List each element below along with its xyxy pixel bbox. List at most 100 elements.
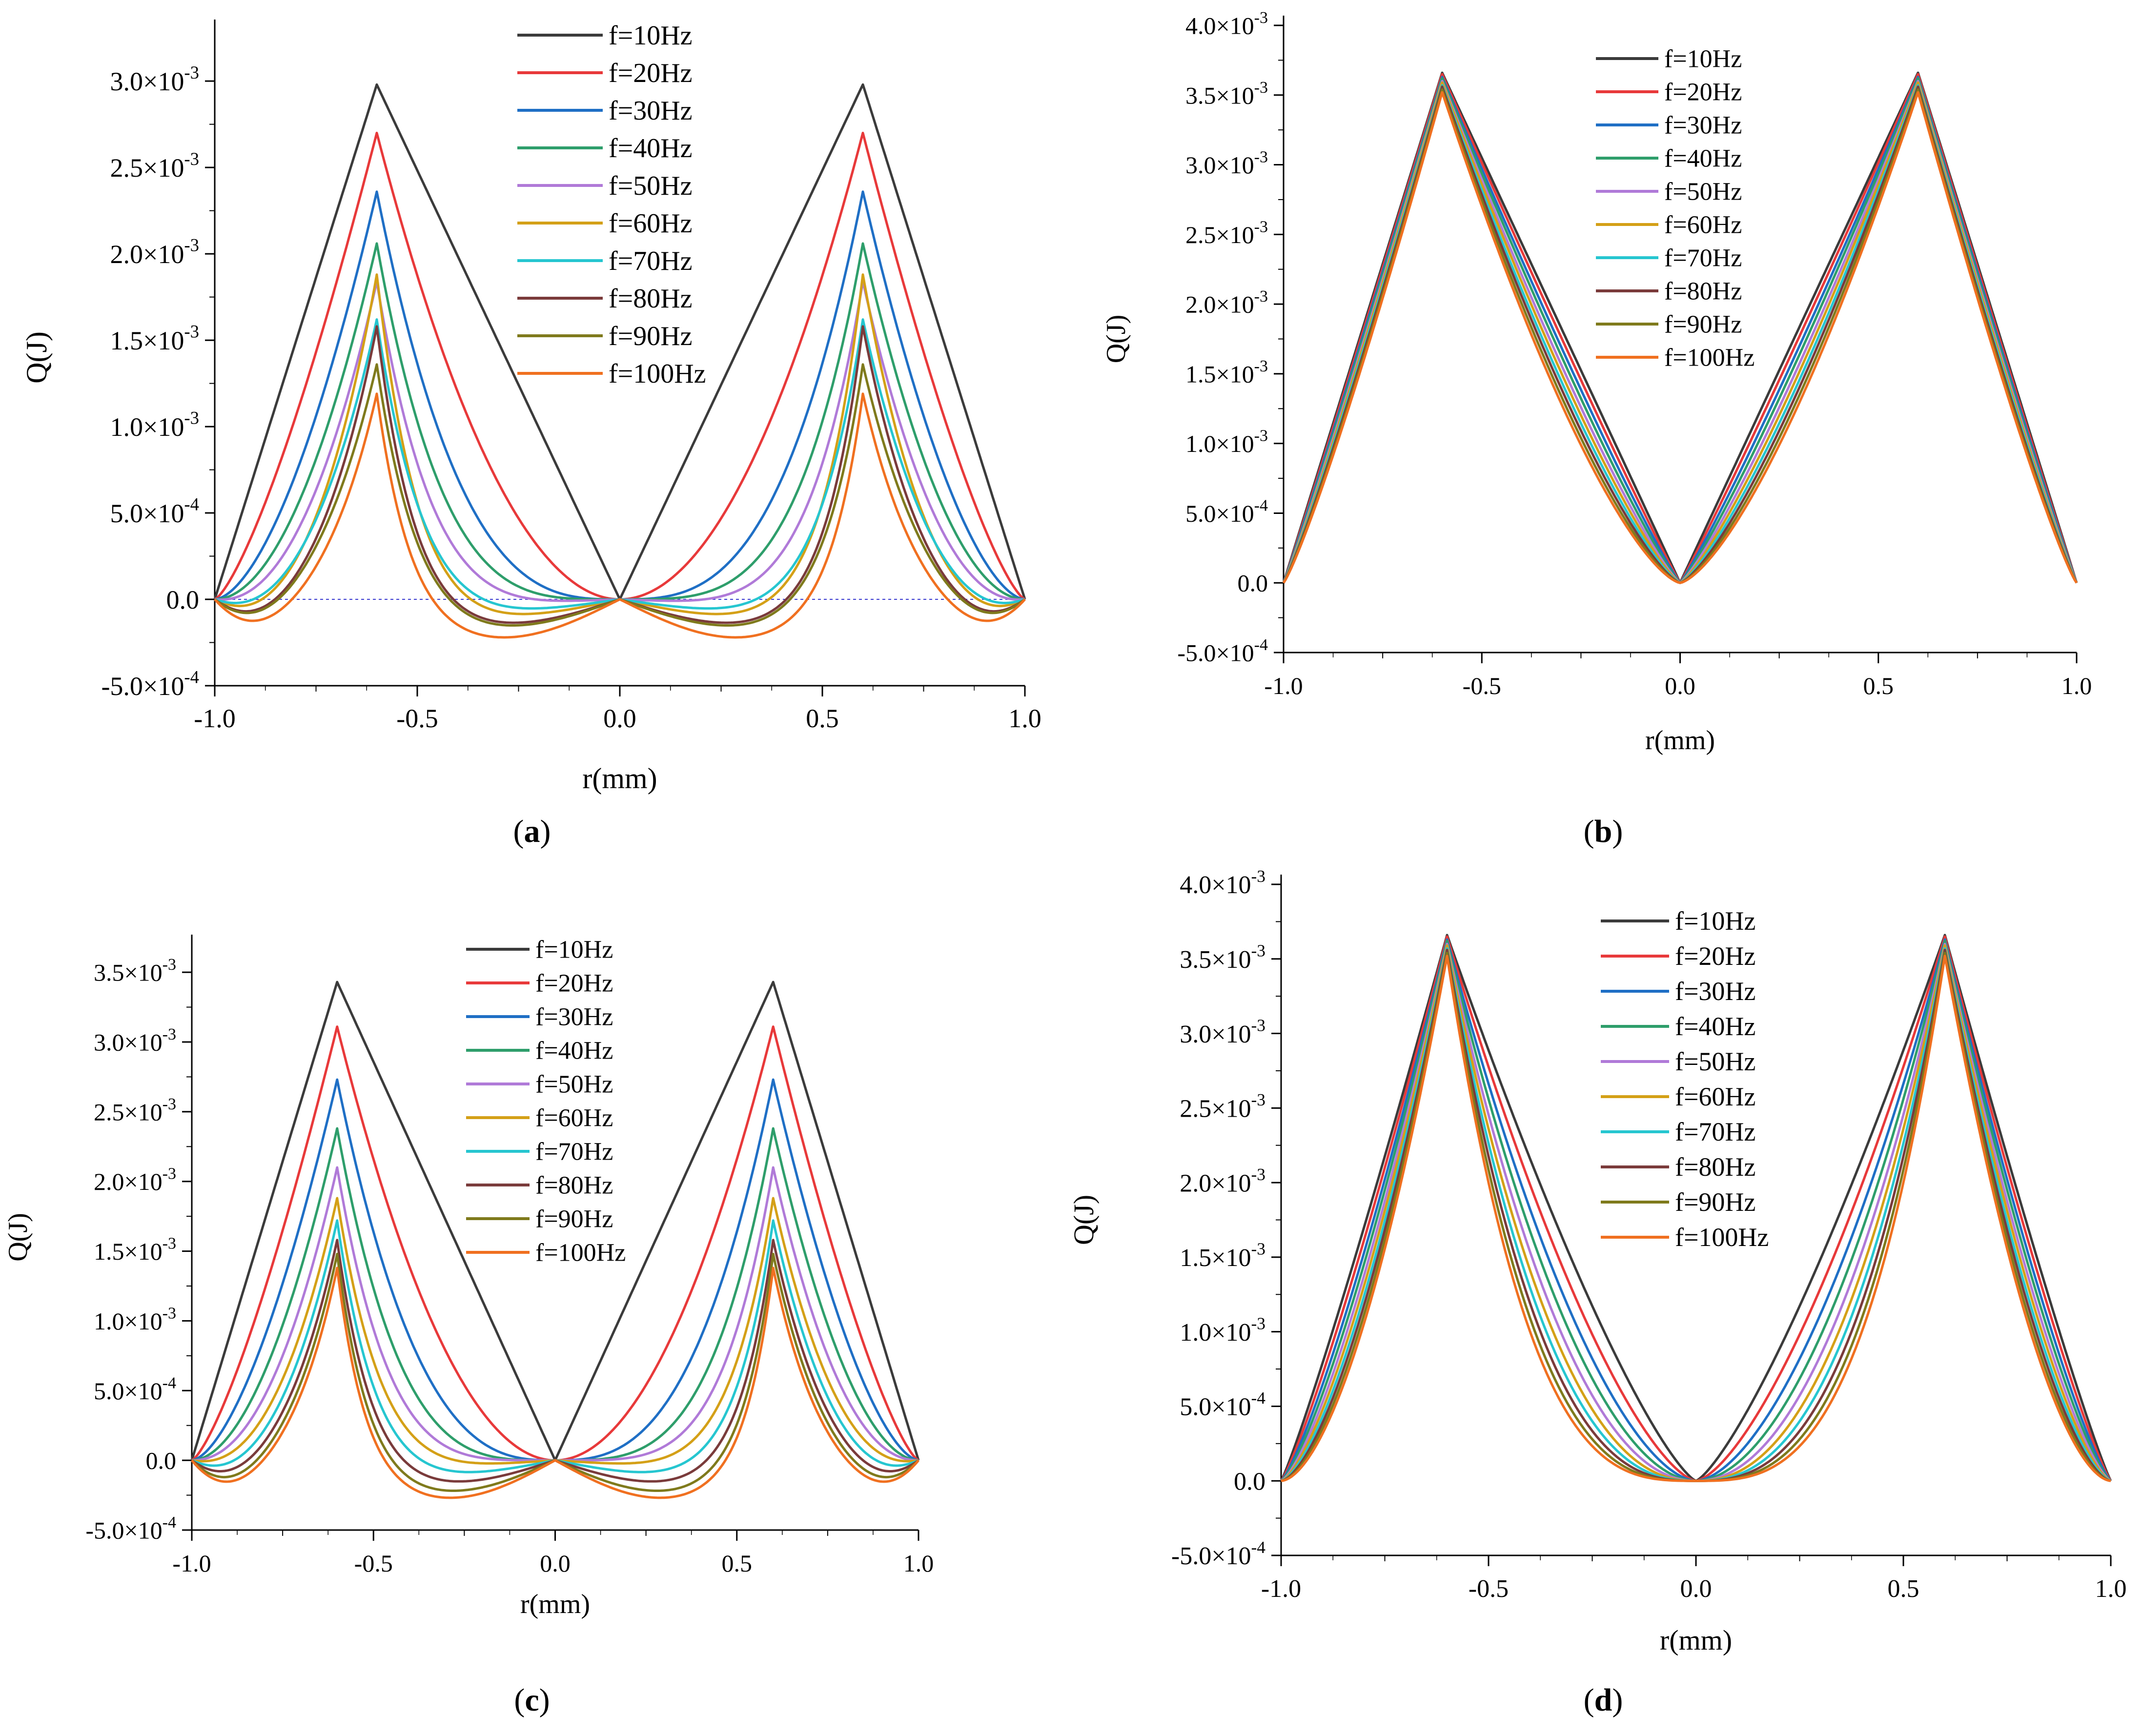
y-tick-label: 2.0×10-3 (1180, 1164, 1265, 1197)
chart-panel-d: -1.0 -0.5 0.0 0.5 1.0 -5.0×10-4 0.0 5.0×10-4 1.0… (1068, 866, 2127, 1718)
panel-caption: (b) (1584, 814, 1623, 849)
legend-label: f=60Hz (609, 208, 693, 239)
y-tick-label: 5.0×10-4 (1180, 1388, 1265, 1421)
legend-label: f=70Hz (609, 246, 693, 276)
legend-label: f=70Hz (1675, 1117, 1755, 1146)
legend-label: f=60Hz (535, 1104, 613, 1132)
x-tick-label: 0.0 (540, 1550, 571, 1577)
legend-label: f=60Hz (1664, 211, 1742, 239)
x-tick-label: 0.0 (1680, 1575, 1712, 1603)
legend-label: f=50Hz (1675, 1047, 1755, 1076)
panel-caption: (c) (514, 1682, 550, 1718)
x-tick-label: 0.5 (722, 1550, 753, 1577)
y-tick-label: 0.0 (146, 1447, 177, 1474)
y-tick-label: 3.5×10-3 (1180, 941, 1265, 974)
chart-panel-a: -1.0 -0.5 0.0 0.5 1.0 -5.0×10-4 0.0 5.0×10-4 1.0… (20, 20, 1041, 849)
y-tick-label: 5.0×10-4 (1185, 496, 1268, 527)
legend-label: f=100Hz (609, 359, 706, 389)
x-tick-label: -1.0 (1261, 1575, 1301, 1603)
y-tick-label: 0.0 (1238, 570, 1268, 597)
series-line-f100hz (214, 392, 1026, 639)
legend-label: f=90Hz (609, 321, 693, 351)
x-tick-label: -1.0 (172, 1550, 211, 1577)
y-tick-label: 2.0×10-3 (94, 1165, 176, 1196)
series-line-f100hz (191, 1266, 919, 1499)
y-tick-label: 3.5×10-3 (1185, 79, 1268, 109)
x-tick-label: -0.5 (396, 704, 438, 733)
legend-label: f=80Hz (609, 284, 693, 314)
x-tick-label: 0.5 (1888, 1575, 1919, 1603)
legend-label: f=40Hz (535, 1037, 613, 1065)
panel-caption: (a) (513, 814, 551, 849)
x-tick-label: 1.0 (903, 1550, 934, 1577)
legend-label: f=40Hz (609, 133, 693, 163)
x-axis-label: r(mm) (1645, 725, 1715, 756)
legend-label: f=90Hz (535, 1205, 613, 1233)
y-tick-label: 3.0×10-3 (1185, 148, 1268, 179)
y-tick-label: -5.0×10-4 (1177, 636, 1268, 667)
legend-label: f=50Hz (1664, 178, 1742, 206)
chart-panel-b: -1.0 -0.5 0.0 0.5 1.0 -5.0×10-4 0.0 5.0×10-4 1.0… (1101, 9, 2092, 849)
legend-label: f=30Hz (535, 1003, 613, 1031)
y-tick-label: 5.0×10-4 (94, 1374, 176, 1405)
y-tick-label: 1.5×10-3 (94, 1235, 176, 1266)
chart-panel-c: -1.0 -0.5 0.0 0.5 1.0 -5.0×10-4 0.0 5.0×10-4 1.0… (3, 935, 934, 1718)
y-tick-label: 2.5×10-3 (110, 149, 199, 183)
x-axis-label: r(mm) (582, 762, 657, 795)
x-tick-label: 1.0 (2095, 1575, 2127, 1603)
legend-label: f=90Hz (1675, 1187, 1755, 1217)
y-tick-label: 1.5×10-3 (1185, 357, 1268, 388)
legend-label: f=10Hz (1664, 45, 1742, 73)
legend-label: f=80Hz (535, 1172, 613, 1200)
panel-caption: (d) (1584, 1682, 1623, 1718)
legend-label: f=80Hz (1664, 278, 1742, 306)
y-tick-label: 3.5×10-3 (94, 956, 176, 986)
x-tick-label: -0.5 (1469, 1575, 1509, 1603)
legend-label: f=90Hz (1664, 311, 1742, 339)
y-tick-label: 5.0×10-4 (110, 494, 199, 528)
legend-label: f=10Hz (609, 20, 693, 51)
x-tick-label: 1.0 (2061, 672, 2092, 699)
y-tick-label: 3.0×10-3 (110, 62, 199, 96)
series-line-f90hz (214, 363, 1026, 627)
legend-label: f=10Hz (1675, 906, 1755, 936)
series-line-f100hz (1282, 91, 2078, 584)
legend-label: f=30Hz (1675, 977, 1755, 1006)
legend-label: f=20Hz (609, 58, 693, 88)
y-tick-label: 3.0×10-3 (1180, 1015, 1265, 1048)
series-line-f100hz (1281, 955, 2111, 1482)
legend-label: f=30Hz (609, 96, 693, 126)
x-axis-label: r(mm) (1660, 1624, 1732, 1656)
legend-label: f=20Hz (1664, 79, 1742, 106)
y-tick-label: 1.0×10-3 (110, 408, 199, 442)
legend-label: f=40Hz (1675, 1012, 1755, 1041)
series-line-f60hz (191, 1197, 919, 1465)
y-axis-label: Q(J) (20, 331, 53, 384)
x-tick-label: 1.0 (1008, 704, 1041, 733)
y-axis-label: Q(J) (3, 1213, 33, 1262)
y-axis-label: Q(J) (1101, 315, 1131, 364)
legend-label: f=30Hz (1664, 112, 1742, 140)
legend-label: f=70Hz (1664, 245, 1742, 272)
series-line-f80hz (191, 1239, 919, 1483)
y-tick-label: 1.5×10-3 (1180, 1239, 1265, 1272)
y-tick-label: 1.5×10-3 (110, 322, 199, 355)
y-tick-label: 1.0×10-3 (1180, 1313, 1265, 1346)
y-tick-label: 2.0×10-3 (110, 235, 199, 269)
y-tick-label: 1.0×10-3 (94, 1304, 176, 1335)
x-tick-label: -1.0 (1264, 672, 1303, 699)
y-tick-label: 3.0×10-3 (94, 1025, 176, 1056)
legend-label: f=40Hz (1664, 145, 1742, 173)
y-tick-label: 0.0 (166, 585, 200, 614)
x-tick-label: 0.5 (1863, 672, 1894, 699)
legend-label: f=60Hz (1675, 1082, 1755, 1111)
x-axis-label: r(mm) (520, 1589, 590, 1619)
y-tick-label: -5.0×10-4 (1171, 1537, 1265, 1570)
y-tick-label: 1.0×10-3 (1185, 427, 1268, 458)
legend-label: f=80Hz (1675, 1152, 1755, 1182)
legend-label: f=50Hz (609, 171, 693, 201)
x-tick-label: -0.5 (1463, 672, 1501, 699)
y-tick-label: 4.0×10-3 (1185, 9, 1268, 40)
y-tick-label: 2.5×10-3 (1185, 218, 1268, 248)
